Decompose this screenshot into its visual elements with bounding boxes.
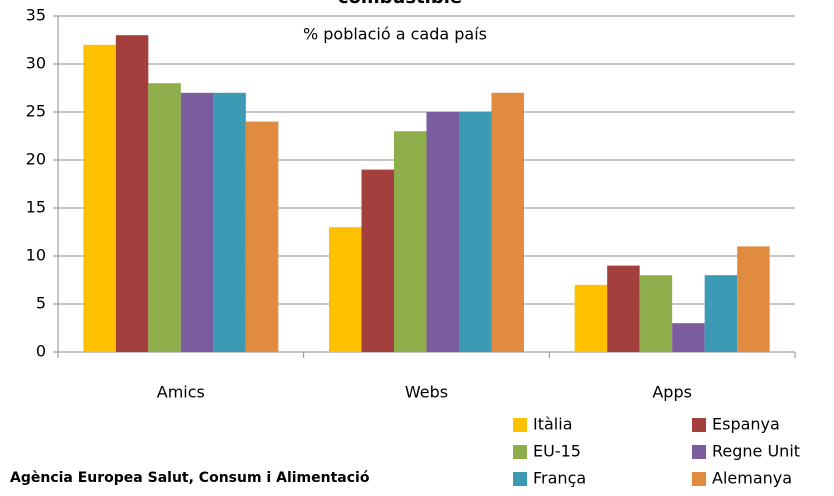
- y-tick-label: 0: [36, 342, 46, 361]
- bar: [361, 169, 394, 352]
- bar: [83, 44, 116, 353]
- bar: [213, 92, 246, 353]
- bar: [426, 112, 459, 352]
- x-tick-label: Apps: [652, 383, 692, 402]
- legend-swatch: [692, 418, 706, 432]
- bar: [245, 121, 279, 352]
- legend-label: EU-15: [533, 442, 581, 461]
- legend-label: Itàlia: [533, 415, 573, 434]
- chart-subtitle: % població a cada país: [303, 25, 487, 44]
- bar: [329, 227, 362, 352]
- legend-label: Regne Unit: [712, 442, 800, 461]
- bar: [180, 92, 214, 353]
- bar: [491, 92, 524, 353]
- y-tick-label: 35: [26, 6, 46, 25]
- legend-swatch: [692, 472, 706, 486]
- bar: [148, 83, 181, 352]
- y-tick-label: 20: [26, 150, 46, 169]
- bar: [704, 275, 738, 352]
- y-tick-label: 25: [26, 102, 46, 121]
- legend-swatch: [513, 418, 527, 432]
- legend-swatch: [692, 445, 706, 459]
- source: Agència Europea Salut, Consum i Alimenta…: [10, 470, 370, 486]
- bar: [639, 275, 673, 352]
- y-tick-label: 5: [36, 294, 46, 313]
- legend-label: Alemanya: [712, 469, 792, 488]
- bar: [607, 265, 640, 352]
- bar: [574, 284, 608, 352]
- legend-swatch: [513, 445, 527, 459]
- x-tick-label: Webs: [405, 383, 448, 402]
- legend-label: Espanya: [712, 415, 780, 434]
- bar: [115, 35, 149, 352]
- legend-swatch: [513, 472, 527, 486]
- y-tick-label: 10: [26, 246, 46, 265]
- x-tick-label: Amics: [157, 383, 205, 402]
- legend-label: França: [533, 469, 586, 488]
- bar: [459, 112, 492, 352]
- bar: [394, 131, 427, 352]
- bar: [672, 323, 705, 352]
- bar: [737, 246, 770, 352]
- y-tick-label: 15: [26, 198, 46, 217]
- chart-title: combustible: [338, 0, 462, 8]
- y-tick-label: 30: [26, 54, 46, 73]
